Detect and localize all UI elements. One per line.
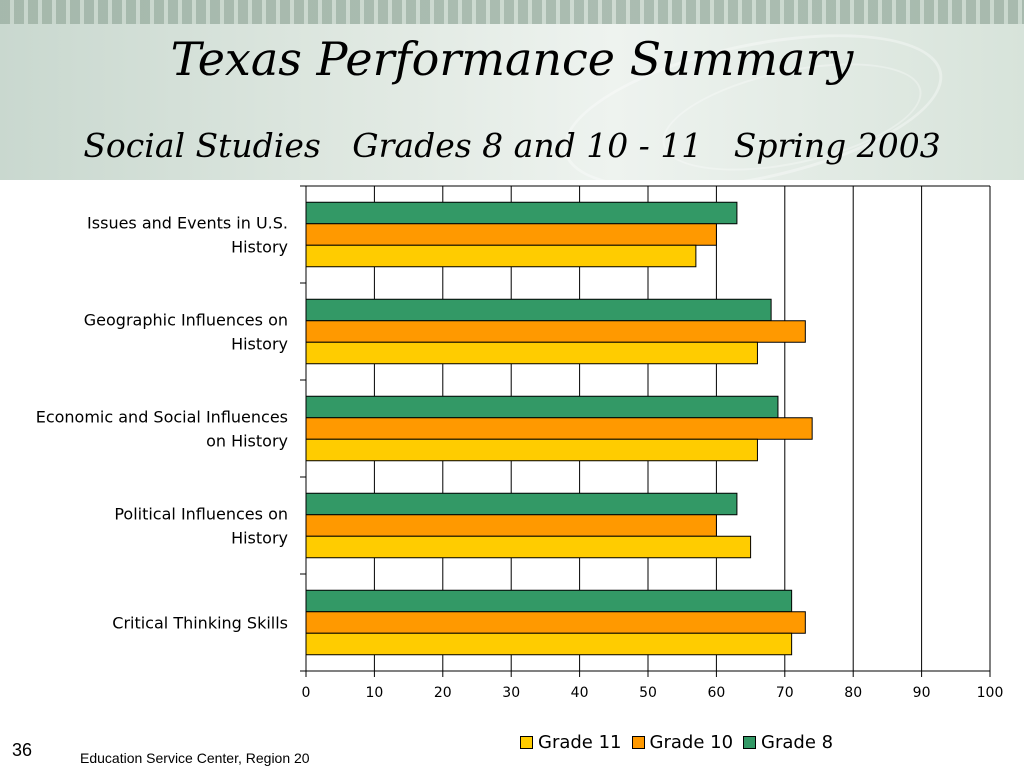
bar — [305, 298, 772, 322]
legend-swatch — [520, 735, 533, 749]
bar — [305, 632, 793, 656]
bar — [305, 438, 758, 462]
legend-item: Grade 10 — [631, 731, 734, 753]
legend-swatch — [631, 735, 645, 749]
chart-legend: Grade 11 Grade 10 Grade 8 — [520, 730, 843, 754]
legend-label: Grade 10 — [649, 731, 734, 753]
bar — [305, 589, 793, 613]
slide-footer: Education Service Center, Region 20 — [80, 750, 310, 766]
x-tick-label: 0 — [302, 685, 311, 701]
legend-item: Grade 8 — [743, 732, 833, 753]
x-tick-label: 60 — [707, 685, 725, 701]
legend-item: Grade 11 — [520, 732, 622, 753]
bar — [305, 492, 738, 516]
x-tick-label: 40 — [571, 685, 589, 701]
bar — [305, 320, 806, 343]
slide-number: 36 — [12, 740, 33, 760]
bar — [305, 535, 752, 559]
category-label: Issues and Events in U.S. History — [87, 214, 288, 257]
bar-chart: 0 10 20 30 40 50 60 70 80 90 100 Issues and Events … — [36, 185, 1004, 701]
x-tick-label: 80 — [844, 685, 862, 701]
x-tick-label: 90 — [913, 685, 931, 701]
category-label: Economic and Social Influences on History — [36, 408, 288, 451]
bar — [305, 341, 758, 365]
slide-subtitle: Social Studies Grades 8 and 10 - 11 Spri… — [83, 126, 941, 165]
category-label: Critical Thinking Skills — [112, 614, 288, 633]
bar — [305, 611, 806, 634]
x-tick-label: 50 — [639, 685, 657, 701]
bar — [305, 514, 717, 537]
x-tick-label: 30 — [502, 685, 520, 701]
bar — [305, 244, 697, 268]
slide-title: Texas Performance Summary — [170, 32, 854, 86]
legend-swatch — [743, 735, 757, 749]
x-tick-label: 70 — [776, 685, 794, 701]
category-label: Political Influences on History — [114, 505, 288, 548]
bar — [305, 417, 813, 440]
slide-header: Texas Performance Summary Social Studies… — [0, 0, 1024, 180]
x-tick-label: 100 — [977, 685, 1004, 701]
legend-label: Grade 11 — [538, 731, 622, 753]
x-tick-label: 10 — [365, 685, 383, 701]
category-label: Geographic Influences on History — [84, 311, 288, 354]
bar — [305, 223, 717, 246]
x-tick-label: 20 — [434, 685, 452, 701]
bar — [305, 395, 779, 419]
legend-label: Grade 8 — [761, 731, 834, 753]
header-stripe — [0, 0, 1024, 24]
bar — [305, 201, 738, 225]
